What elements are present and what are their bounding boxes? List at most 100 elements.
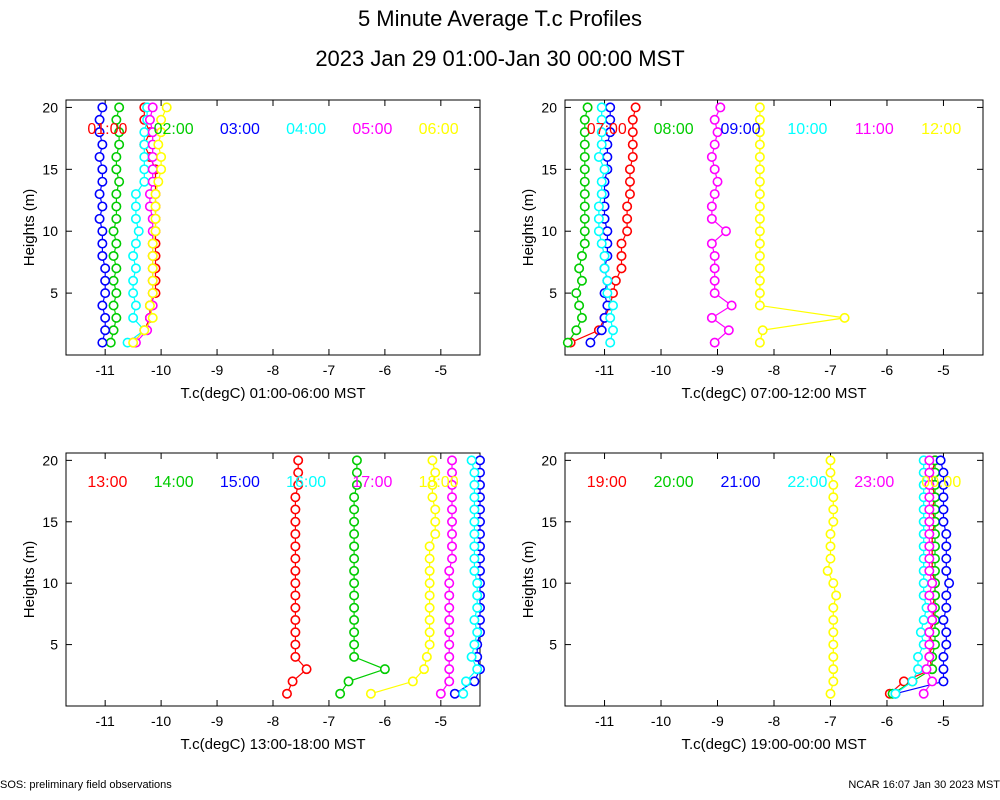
data-point xyxy=(825,553,836,564)
data-point xyxy=(472,590,483,601)
data-point xyxy=(596,189,607,200)
data-point xyxy=(349,565,360,576)
series-17:00 xyxy=(435,455,458,699)
series-13:00 xyxy=(281,455,312,699)
data-point xyxy=(290,553,301,564)
x-tick-label: -9 xyxy=(711,713,724,729)
data-point xyxy=(427,479,438,490)
data-point xyxy=(754,337,765,348)
y-tick-label: 20 xyxy=(42,99,58,115)
data-point xyxy=(379,664,390,675)
data-point xyxy=(444,590,455,601)
x-tick-label: -7 xyxy=(323,713,336,729)
data-point xyxy=(715,102,726,113)
data-point xyxy=(290,578,301,589)
legend-entry-02:00: 02:00 xyxy=(154,121,194,138)
data-point xyxy=(918,688,929,699)
data-point xyxy=(469,615,480,626)
data-point xyxy=(927,602,938,613)
data-point xyxy=(938,615,949,626)
data-point xyxy=(447,541,458,552)
data-point xyxy=(349,529,360,540)
data-point xyxy=(720,226,731,237)
data-point xyxy=(447,479,458,490)
data-point xyxy=(114,127,125,138)
series-10:00 xyxy=(593,102,619,348)
data-point xyxy=(447,553,458,564)
legend-entry-12:00: 12:00 xyxy=(921,121,961,138)
data-point xyxy=(97,201,108,212)
x-tick-label: -7 xyxy=(824,713,837,729)
data-point xyxy=(924,492,935,503)
data-point xyxy=(290,504,301,515)
data-point xyxy=(97,337,108,348)
data-point xyxy=(828,516,839,527)
data-point xyxy=(913,651,924,662)
data-point xyxy=(574,300,585,311)
data-point xyxy=(935,455,946,466)
y-tick-label: 5 xyxy=(549,637,557,653)
data-point xyxy=(938,516,949,527)
legend-entry-18:00: 18:00 xyxy=(419,474,459,491)
data-point xyxy=(938,504,949,515)
data-point xyxy=(624,164,635,175)
data-point xyxy=(130,213,141,224)
y-tick-label: 15 xyxy=(42,514,58,530)
data-point xyxy=(941,541,952,552)
data-point xyxy=(290,516,301,527)
data-point xyxy=(924,504,935,515)
data-point xyxy=(111,238,122,249)
data-point xyxy=(822,565,833,576)
data-point xyxy=(938,479,949,490)
data-point xyxy=(156,127,167,138)
data-point xyxy=(139,325,150,336)
data-point xyxy=(150,189,161,200)
panel-1: -11 -10 -9 -8 -7 -6 -5 5 10 15 20 T.c(degC) 01:00-0… xyxy=(21,99,481,402)
x-tick-label: -5 xyxy=(937,362,950,378)
data-point xyxy=(624,189,635,200)
x-tick-label: -6 xyxy=(379,362,392,378)
data-point xyxy=(624,176,635,187)
data-point xyxy=(447,529,458,540)
data-point xyxy=(709,139,720,150)
data-point xyxy=(579,201,590,212)
data-point xyxy=(754,238,765,249)
x-tick-label: -8 xyxy=(267,713,280,729)
data-point xyxy=(754,213,765,224)
data-point xyxy=(349,578,360,589)
data-point xyxy=(458,688,469,699)
data-point xyxy=(290,639,301,650)
data-point xyxy=(706,238,717,249)
series-12:00 xyxy=(754,102,850,348)
data-point xyxy=(712,176,723,187)
data-point xyxy=(831,590,842,601)
data-point xyxy=(709,288,720,299)
data-point xyxy=(111,151,122,162)
data-point xyxy=(941,602,952,613)
data-point xyxy=(757,325,768,336)
data-point xyxy=(579,238,590,249)
data-point xyxy=(130,238,141,249)
data-point xyxy=(139,164,150,175)
x-tick-label: -6 xyxy=(379,713,392,729)
data-point xyxy=(602,275,613,286)
data-point xyxy=(444,676,455,687)
data-point xyxy=(706,213,717,224)
data-point xyxy=(469,504,480,515)
data-point xyxy=(301,664,312,675)
data-point xyxy=(754,250,765,261)
data-point xyxy=(343,676,354,687)
data-point xyxy=(156,151,167,162)
data-point xyxy=(924,541,935,552)
legend-entry-05:00: 05:00 xyxy=(352,121,392,138)
panels-group: -11 -10 -9 -8 -7 -6 -5 5 10 15 20 T.c(degC) 01:00-0… xyxy=(21,99,984,753)
data-point xyxy=(293,479,304,490)
data-point xyxy=(605,102,616,113)
data-point xyxy=(94,189,105,200)
data-point xyxy=(424,590,435,601)
data-point xyxy=(469,553,480,564)
data-point xyxy=(108,300,119,311)
data-point xyxy=(709,164,720,175)
data-point xyxy=(161,102,172,113)
